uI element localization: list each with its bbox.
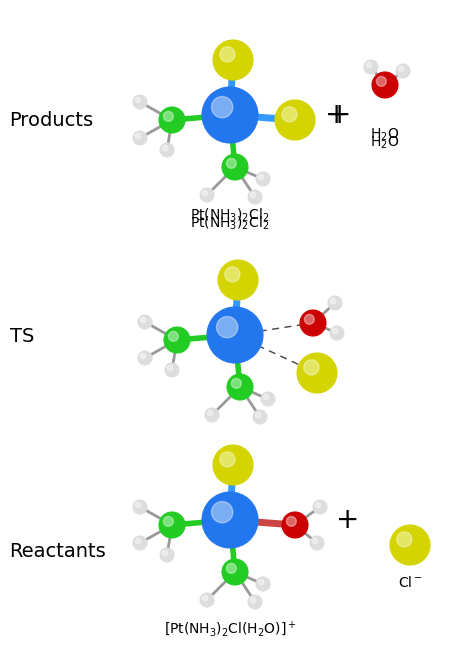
- Ellipse shape: [135, 133, 141, 138]
- Ellipse shape: [208, 410, 213, 416]
- Ellipse shape: [133, 500, 147, 514]
- Text: H$_2$O: H$_2$O: [370, 127, 399, 143]
- Text: TS: TS: [10, 326, 34, 346]
- Ellipse shape: [315, 502, 321, 507]
- Ellipse shape: [202, 191, 208, 196]
- Ellipse shape: [160, 548, 174, 562]
- Ellipse shape: [282, 512, 308, 538]
- Text: H$_2$O: H$_2$O: [370, 135, 399, 151]
- Ellipse shape: [205, 408, 219, 422]
- Ellipse shape: [330, 326, 344, 340]
- Ellipse shape: [258, 579, 264, 584]
- Ellipse shape: [133, 536, 147, 550]
- Text: +: +: [325, 101, 349, 129]
- Ellipse shape: [138, 351, 152, 365]
- Ellipse shape: [300, 310, 326, 336]
- Ellipse shape: [169, 332, 178, 342]
- Ellipse shape: [261, 392, 275, 406]
- Text: +: +: [336, 506, 360, 534]
- Text: Pt(NH$_3$)$_2$Cl$_2$: Pt(NH$_3$)$_2$Cl$_2$: [190, 215, 270, 232]
- Text: Pt(NH$_3$)$_2$Cl$_2$: Pt(NH$_3$)$_2$Cl$_2$: [190, 206, 270, 224]
- Ellipse shape: [159, 107, 185, 133]
- Ellipse shape: [256, 172, 270, 186]
- Ellipse shape: [250, 597, 256, 603]
- Ellipse shape: [263, 394, 269, 400]
- Ellipse shape: [202, 596, 208, 601]
- Ellipse shape: [213, 40, 253, 80]
- Ellipse shape: [220, 47, 235, 62]
- Ellipse shape: [248, 595, 262, 609]
- Ellipse shape: [390, 525, 430, 565]
- Ellipse shape: [222, 559, 248, 585]
- Ellipse shape: [256, 577, 270, 591]
- Ellipse shape: [286, 517, 296, 526]
- Ellipse shape: [163, 517, 173, 526]
- Ellipse shape: [141, 317, 146, 323]
- Ellipse shape: [135, 97, 141, 103]
- Ellipse shape: [162, 550, 168, 556]
- Ellipse shape: [133, 131, 147, 145]
- Ellipse shape: [159, 512, 185, 538]
- Ellipse shape: [160, 143, 174, 157]
- Ellipse shape: [220, 452, 235, 467]
- Text: Cl$^-$: Cl$^-$: [398, 575, 422, 590]
- Ellipse shape: [250, 193, 256, 198]
- Ellipse shape: [135, 502, 141, 507]
- Ellipse shape: [133, 95, 147, 109]
- Ellipse shape: [304, 315, 314, 325]
- Ellipse shape: [275, 100, 315, 140]
- Ellipse shape: [256, 413, 261, 418]
- Ellipse shape: [297, 353, 337, 393]
- Text: Products: Products: [10, 111, 94, 131]
- Ellipse shape: [202, 492, 258, 548]
- Ellipse shape: [141, 353, 146, 358]
- Ellipse shape: [200, 593, 214, 607]
- Ellipse shape: [396, 64, 410, 78]
- Ellipse shape: [253, 410, 267, 424]
- Ellipse shape: [304, 360, 319, 375]
- Ellipse shape: [211, 97, 233, 118]
- Ellipse shape: [162, 146, 168, 151]
- Text: +: +: [328, 101, 352, 129]
- Text: Reactants: Reactants: [10, 542, 106, 562]
- Ellipse shape: [313, 500, 327, 514]
- Ellipse shape: [227, 374, 253, 400]
- Ellipse shape: [217, 317, 238, 338]
- Ellipse shape: [165, 363, 179, 377]
- Ellipse shape: [313, 538, 318, 544]
- Ellipse shape: [227, 564, 236, 573]
- Ellipse shape: [372, 72, 398, 98]
- Ellipse shape: [227, 159, 236, 168]
- Ellipse shape: [167, 366, 173, 371]
- Ellipse shape: [397, 532, 412, 547]
- Ellipse shape: [332, 328, 338, 334]
- Ellipse shape: [328, 296, 342, 310]
- Ellipse shape: [163, 112, 173, 121]
- Text: [Pt(NH$_3$)$_2$Cl(H$_2$O)]$^+$: [Pt(NH$_3$)$_2$Cl(H$_2$O)]$^+$: [164, 620, 296, 639]
- Ellipse shape: [366, 63, 372, 68]
- Ellipse shape: [164, 327, 190, 353]
- Ellipse shape: [364, 60, 378, 74]
- Ellipse shape: [248, 190, 262, 204]
- Ellipse shape: [282, 107, 297, 122]
- Ellipse shape: [399, 67, 404, 72]
- Ellipse shape: [231, 379, 241, 389]
- Ellipse shape: [207, 307, 263, 363]
- Ellipse shape: [258, 174, 264, 180]
- Ellipse shape: [211, 502, 233, 523]
- Ellipse shape: [331, 298, 336, 304]
- Ellipse shape: [225, 267, 240, 282]
- Ellipse shape: [213, 445, 253, 485]
- Ellipse shape: [138, 315, 152, 329]
- Ellipse shape: [202, 87, 258, 143]
- Ellipse shape: [200, 188, 214, 202]
- Ellipse shape: [310, 536, 324, 550]
- Ellipse shape: [218, 260, 258, 300]
- Ellipse shape: [222, 154, 248, 180]
- Ellipse shape: [135, 538, 141, 544]
- Ellipse shape: [376, 76, 386, 86]
